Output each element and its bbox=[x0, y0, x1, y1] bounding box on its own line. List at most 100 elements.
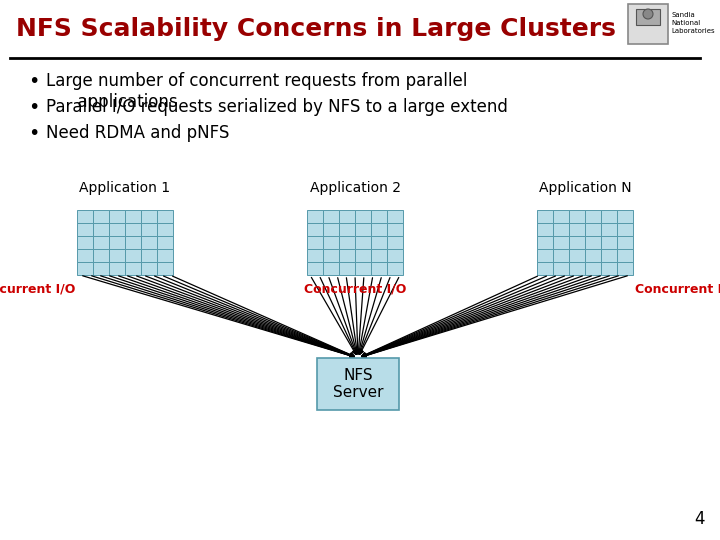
Bar bbox=[585, 236, 601, 249]
Text: •: • bbox=[28, 98, 40, 117]
Bar bbox=[617, 249, 633, 262]
Bar bbox=[585, 262, 601, 275]
Bar bbox=[355, 262, 371, 275]
Bar bbox=[141, 223, 157, 236]
Bar bbox=[636, 9, 660, 25]
Bar bbox=[93, 249, 109, 262]
Bar bbox=[307, 249, 323, 262]
Text: Application N: Application N bbox=[539, 181, 631, 195]
Bar bbox=[157, 262, 173, 275]
Bar bbox=[109, 236, 125, 249]
Bar bbox=[537, 223, 553, 236]
Bar bbox=[537, 262, 553, 275]
Bar bbox=[141, 262, 157, 275]
Bar bbox=[77, 236, 93, 249]
Text: •: • bbox=[28, 124, 40, 143]
Bar bbox=[617, 223, 633, 236]
Bar bbox=[553, 210, 569, 223]
Bar bbox=[307, 210, 323, 223]
Text: Application 1: Application 1 bbox=[79, 181, 171, 195]
Text: Sandia: Sandia bbox=[671, 12, 695, 18]
Bar bbox=[569, 262, 585, 275]
Bar bbox=[387, 249, 403, 262]
Bar bbox=[157, 249, 173, 262]
Bar bbox=[93, 236, 109, 249]
Bar bbox=[125, 210, 141, 223]
Bar bbox=[93, 223, 109, 236]
Bar bbox=[339, 210, 355, 223]
Bar bbox=[317, 358, 399, 410]
Bar bbox=[77, 223, 93, 236]
Bar bbox=[585, 223, 601, 236]
Bar bbox=[569, 223, 585, 236]
Bar bbox=[157, 236, 173, 249]
Bar bbox=[371, 210, 387, 223]
Bar bbox=[553, 223, 569, 236]
Bar bbox=[307, 223, 323, 236]
Bar bbox=[307, 236, 323, 249]
Bar bbox=[157, 210, 173, 223]
Bar bbox=[569, 210, 585, 223]
Bar bbox=[585, 210, 601, 223]
Text: •: • bbox=[28, 72, 40, 91]
Text: Concurrent I/O: Concurrent I/O bbox=[304, 283, 406, 296]
Text: National: National bbox=[671, 20, 701, 26]
Bar bbox=[77, 262, 93, 275]
Bar bbox=[157, 223, 173, 236]
Bar bbox=[307, 262, 323, 275]
Bar bbox=[77, 210, 93, 223]
Bar bbox=[339, 223, 355, 236]
Bar bbox=[387, 236, 403, 249]
Bar bbox=[628, 4, 668, 44]
Text: Concurrent I/O: Concurrent I/O bbox=[0, 283, 75, 296]
Bar bbox=[355, 210, 371, 223]
Bar bbox=[601, 249, 617, 262]
Bar bbox=[387, 223, 403, 236]
Bar bbox=[371, 236, 387, 249]
Bar bbox=[323, 210, 339, 223]
Bar bbox=[323, 223, 339, 236]
Text: Need RDMA and pNFS: Need RDMA and pNFS bbox=[46, 124, 230, 142]
Bar bbox=[387, 262, 403, 275]
Bar bbox=[601, 262, 617, 275]
Bar bbox=[553, 236, 569, 249]
Bar bbox=[125, 236, 141, 249]
Bar bbox=[109, 249, 125, 262]
Bar bbox=[323, 236, 339, 249]
Text: Parallel I/O requests serialized by NFS to a large extend: Parallel I/O requests serialized by NFS … bbox=[46, 98, 508, 116]
Bar bbox=[537, 236, 553, 249]
Bar bbox=[617, 262, 633, 275]
Bar bbox=[537, 249, 553, 262]
Bar bbox=[93, 262, 109, 275]
Bar bbox=[77, 249, 93, 262]
Bar bbox=[323, 262, 339, 275]
Bar bbox=[601, 223, 617, 236]
Text: NFS Scalability Concerns in Large Clusters: NFS Scalability Concerns in Large Cluste… bbox=[16, 17, 616, 41]
Text: 4: 4 bbox=[695, 510, 705, 528]
Bar bbox=[569, 249, 585, 262]
Bar bbox=[125, 249, 141, 262]
Bar bbox=[601, 210, 617, 223]
Bar bbox=[371, 262, 387, 275]
Bar bbox=[109, 223, 125, 236]
Bar bbox=[371, 223, 387, 236]
Bar bbox=[617, 236, 633, 249]
Bar bbox=[355, 249, 371, 262]
Bar bbox=[601, 236, 617, 249]
Text: Application 2: Application 2 bbox=[310, 181, 400, 195]
Bar bbox=[355, 236, 371, 249]
Text: Laboratories: Laboratories bbox=[671, 28, 715, 34]
Bar bbox=[553, 262, 569, 275]
Bar bbox=[125, 223, 141, 236]
Bar bbox=[537, 210, 553, 223]
Bar bbox=[371, 249, 387, 262]
Bar bbox=[93, 210, 109, 223]
Text: Large number of concurrent requests from parallel
      applications: Large number of concurrent requests from… bbox=[46, 72, 467, 111]
Circle shape bbox=[643, 9, 653, 19]
Text: NFS
Server: NFS Server bbox=[333, 368, 383, 400]
Bar bbox=[109, 210, 125, 223]
Bar bbox=[323, 249, 339, 262]
Bar bbox=[585, 249, 601, 262]
Bar bbox=[141, 236, 157, 249]
Bar bbox=[387, 210, 403, 223]
